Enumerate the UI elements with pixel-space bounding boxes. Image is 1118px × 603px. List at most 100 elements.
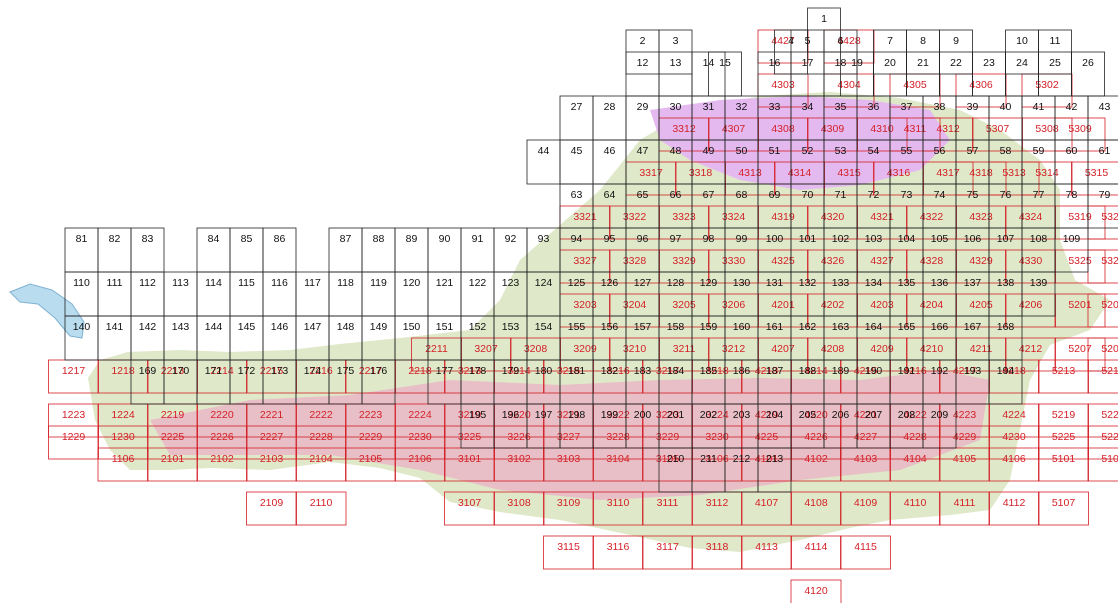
old-sheet-label: 183 [634,365,652,377]
new-sheet-label: 2215 [260,365,284,377]
new-sheet-label: 1106 [112,453,135,465]
old-sheet-label: 181 [568,365,586,377]
old-sheet-label: 74 [934,189,946,201]
old-sheet-label: 107 [997,233,1015,245]
old-sheet-label: 91 [472,233,484,245]
old-sheet-label: 104 [898,233,916,245]
new-sheet-frame-3204 [609,293,660,328]
new-sheet-frame-5102 [1087,447,1118,482]
old-sheet-label: 203 [733,409,751,421]
new-sheet-frame-3330 [708,249,759,284]
new-sheet-label: 4329 [969,255,993,267]
new-sheet-frame-4324 [1005,205,1056,240]
new-sheet-label: 4112 [1003,497,1026,509]
old-sheet-label: 186 [733,365,751,377]
new-sheet-label: 4103 [854,453,878,465]
new-sheet-label: 4216 [903,365,927,377]
new-sheet-frame-5225 [1038,425,1089,460]
new-sheet-label: 3324 [722,211,746,223]
new-sheet-label: 4306 [969,79,993,91]
new-sheet-label: 3209 [573,343,597,355]
old-sheet-label: 132 [799,277,817,289]
old-sheet-label: 117 [304,277,321,289]
old-sheet-label: 60 [1066,145,1078,157]
new-sheet-label: 5319 [1068,211,1092,223]
new-sheet-label: 1230 [111,431,135,443]
old-sheet-label: 48 [670,145,682,157]
new-sheet-label: 3107 [458,497,482,509]
new-sheet-frame-4316 [873,161,924,196]
old-sheet-label: 38 [934,101,946,113]
old-sheet-label: 166 [931,321,949,333]
new-sheet-label: 4227 [854,431,878,443]
old-sheet-label: 51 [769,145,781,157]
old-sheet-label: 171 [205,365,223,377]
new-sheet-label: 3118 [706,541,729,553]
old-sheet-label: 93 [538,233,550,245]
new-sheet-label: 2228 [309,431,333,443]
old-sheet-label: 31 [703,101,715,113]
new-sheet-frame-4208 [807,337,858,372]
old-sheet-label: 86 [274,233,286,245]
old-sheet-label: 167 [964,321,982,333]
new-sheet-label: 1218 [111,365,135,377]
old-sheet-label: 68 [736,189,748,201]
old-sheet-label: 78 [1066,189,1078,201]
new-sheet-label: 4226 [804,431,828,443]
new-sheet-label: 2227 [260,431,284,443]
old-sheet-label: 196 [502,409,520,421]
new-sheet-frame-4210 [906,337,957,372]
new-sheet-label: 3216 [606,365,630,377]
new-sheet-label: 3213 [458,365,482,377]
new-sheet-label: 4223 [953,409,977,421]
new-sheet-frame-4326 [807,249,858,284]
new-sheet-label: 5225 [1052,431,1076,443]
old-sheet-label: 89 [406,233,418,245]
new-sheet-label: 2230 [408,431,432,443]
old-sheet-label: 3 [673,35,679,47]
new-sheet-frame-4328 [906,249,957,284]
new-sheet-label: 4321 [870,211,894,223]
new-sheet-frame-4320 [807,205,858,240]
new-sheet-label: 2218 [408,365,432,377]
old-sheet-label: 26 [1082,57,1094,69]
new-sheet-label: 4110 [904,497,927,509]
new-sheet-label: 2229 [359,431,383,443]
new-sheet-frame-1106 [97,447,149,482]
new-sheet-label: 3105 [656,453,680,465]
new-sheet-label: 5214 [1101,365,1118,377]
old-sheet-label: 199 [601,409,619,421]
old-sheet-label: 198 [568,409,586,421]
new-sheet-label: 3226 [507,431,531,443]
old-sheet-label: 145 [238,321,256,333]
new-sheet-label: 1224 [111,409,135,421]
old-sheet-label: 100 [766,233,784,245]
new-sheet-frame-4202 [807,293,858,328]
new-sheet-frame-4230 [988,425,1040,460]
old-sheet-label: 116 [271,277,288,289]
old-sheet-label: 121 [436,277,454,289]
old-sheet-label: 136 [931,277,949,289]
old-sheet-label: 163 [832,321,850,333]
new-sheet-frame-3208 [510,337,561,372]
new-sheet-frame-4212 [1005,337,1056,372]
new-sheet-label: 4318 [969,167,993,179]
old-sheet-label: 192 [931,365,949,377]
new-sheet-frame-3322 [609,205,660,240]
new-sheet-label: 5325 [1068,255,1092,267]
old-sheet-label: 6 [838,35,844,47]
new-sheet-label: 4304 [837,79,861,91]
old-sheet-label: 187 [766,365,784,377]
old-sheet-label: 85 [241,233,253,245]
old-sheet-label: 194 [997,365,1015,377]
new-sheet-label: 4427 [771,35,795,47]
old-sheet-label: 76 [1000,189,1012,201]
old-sheet-label: 8 [920,35,926,47]
new-sheet-frame-4306 [955,73,1007,108]
old-sheet-label: 129 [700,277,718,289]
new-sheet-label: 4228 [903,431,927,443]
old-sheet-label: 72 [868,189,880,201]
new-sheet-frame-4114 [790,535,842,570]
